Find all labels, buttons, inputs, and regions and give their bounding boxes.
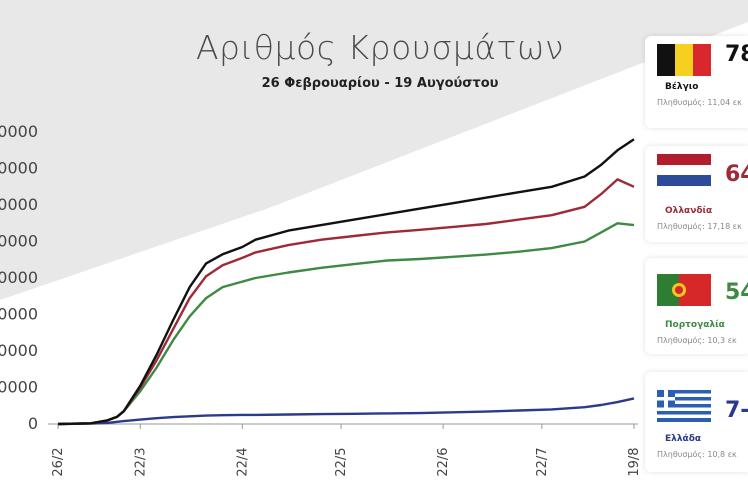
- card-country-name: Βέλγιο: [665, 82, 699, 92]
- series-group: [57, 138, 635, 426]
- series-line: [57, 138, 635, 426]
- y-tick-label: 0000: [0, 341, 38, 360]
- series-line: [57, 222, 635, 426]
- card-value: 7-: [725, 398, 748, 423]
- portugal-flag-icon: [657, 274, 711, 306]
- netherlands-flag-icon: [657, 154, 711, 186]
- y-axis-ticks: 0000000000000000000000000000000000000: [0, 122, 38, 433]
- y-tick-label: 0: [28, 414, 38, 433]
- x-tick-label: 22/6: [436, 447, 451, 476]
- x-tick-label: 22/4: [235, 447, 250, 476]
- chart-title: Αριθμός Κρουσμάτων: [195, 28, 564, 67]
- card-value: 64: [725, 162, 748, 187]
- card-population: Πληθυσμός: 10,3 εκ: [657, 336, 737, 345]
- chart-subtitle: 26 Φεβρουαρίου - 19 Αυγούστου: [261, 76, 499, 91]
- belgium-flag-icon: [657, 44, 711, 76]
- greece-flag-icon: [657, 390, 711, 422]
- card-population: Πληθυσμός: 17,18 εκ: [657, 222, 742, 231]
- y-tick-label: 0000: [0, 305, 38, 324]
- card-population: Πληθυσμός: 11,04 εκ: [657, 98, 742, 107]
- y-tick-label: 0000: [0, 378, 38, 397]
- card-population: Πληθυσμός: 10,8 εκ: [657, 450, 737, 459]
- x-tick-label: 22/3: [133, 447, 148, 476]
- country-card-netherlands: 64 Ολλανδία Πληθυσμός: 17,18 εκ: [645, 146, 748, 242]
- series-line: [57, 397, 635, 426]
- series-line: [57, 178, 635, 426]
- y-tick-label: 0000: [0, 268, 38, 287]
- card-value: 54: [725, 280, 748, 305]
- x-tick-label: 22/7: [535, 447, 550, 476]
- country-card-belgium: 78 Βέλγιο Πληθυσμός: 11,04 εκ: [645, 36, 748, 128]
- card-country-name: Ελλάδα: [665, 434, 702, 444]
- x-axis-ticks: 26/2 22/3 22/4 22/5 22/6 22/7 19/8: [51, 424, 642, 477]
- card-country-name: Πορτογαλία: [665, 320, 725, 330]
- x-tick-label: 22/5: [334, 447, 349, 476]
- card-country-name: Ολλανδία: [665, 206, 713, 216]
- x-tick-label: 26/2: [51, 447, 66, 476]
- country-card-greece: 7- Ελλάδα Πληθυσμός: 10,8 εκ: [645, 372, 748, 472]
- card-value: 78: [725, 42, 748, 67]
- x-tick-label: 19/8: [627, 447, 642, 476]
- country-card-portugal: 54 Πορτογαλία Πληθυσμός: 10,3 εκ: [645, 258, 748, 354]
